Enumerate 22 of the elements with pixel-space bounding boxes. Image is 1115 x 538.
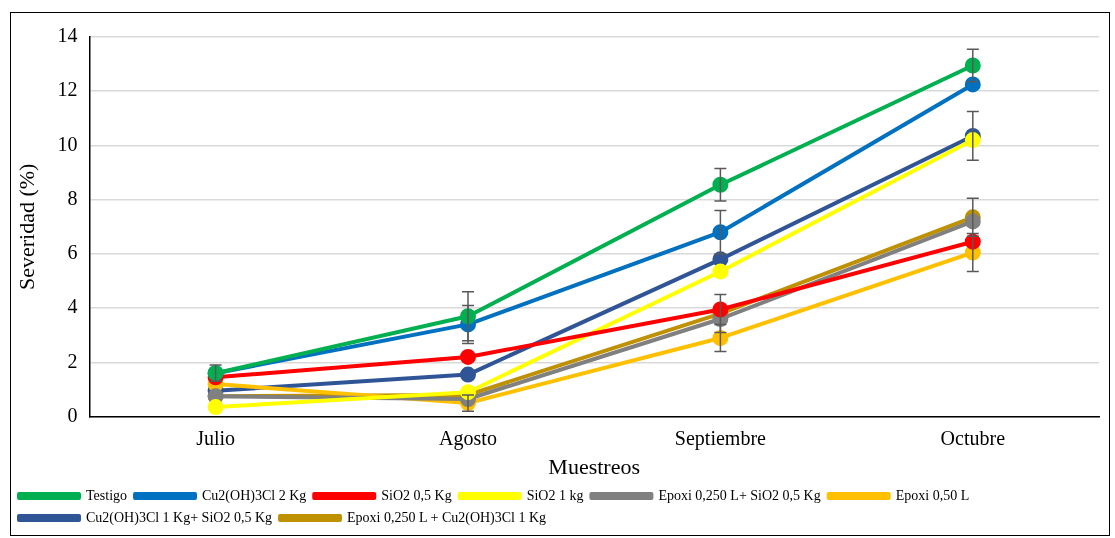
y-tick-label: 10 xyxy=(57,132,78,155)
y-tick-label: 0 xyxy=(67,403,78,426)
legend-label: Testigo xyxy=(86,487,128,503)
y-tick-label: 2 xyxy=(67,349,78,372)
x-tick-label: Octubre xyxy=(940,426,1006,449)
legend-label: Cu2(OH)3Cl 2 Kg xyxy=(202,487,307,504)
y-tick-label: 4 xyxy=(67,295,78,318)
legend-label: Epoxi 0,50 L xyxy=(895,487,970,503)
y-tick-label: 6 xyxy=(67,241,78,264)
x-tick-label: Agosto xyxy=(439,426,497,450)
legend-label: SiO2 0,5 Kg xyxy=(381,487,452,503)
legend-label: Epoxi 0,250 L+ SiO2 0,5 Kg xyxy=(658,487,821,503)
y-tick-label: 12 xyxy=(57,78,78,101)
y-tick-label: 8 xyxy=(67,186,78,209)
legend-label: Epoxi 0,250 L + Cu2(OH)3Cl 1 Kg xyxy=(347,509,547,526)
x-tick-label: Septiembre xyxy=(674,426,767,450)
legend-label: SiO2 1 kg xyxy=(526,487,584,503)
legend-label: Cu2(OH)3Cl 1 Kg+ SiO2 0,5 Kg xyxy=(86,509,273,526)
x-axis-title: Muestreos xyxy=(548,453,641,479)
x-tick-label: Julio xyxy=(196,426,236,449)
y-tick-label: 14 xyxy=(57,24,78,47)
y-axis-title: Severidad (%) xyxy=(13,163,39,291)
